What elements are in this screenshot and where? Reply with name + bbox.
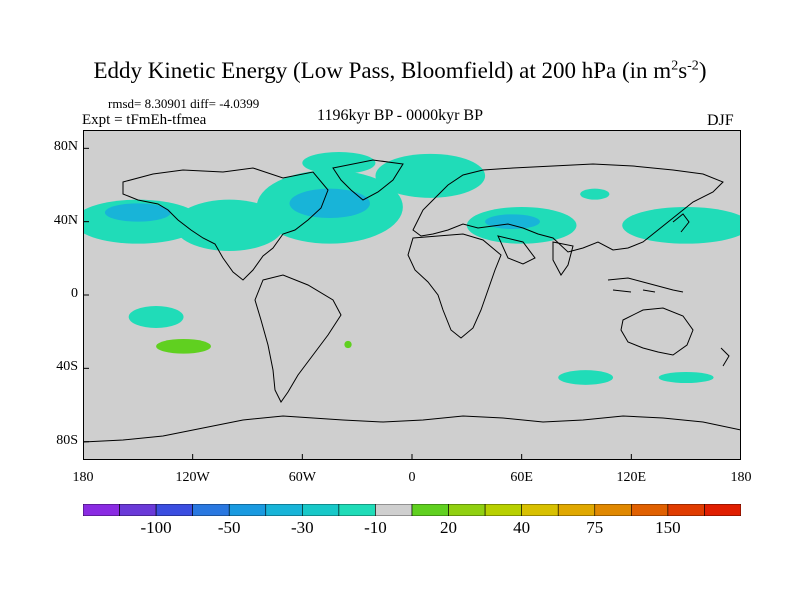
colorbar-swatch-5 xyxy=(265,504,303,516)
map-canvas xyxy=(83,130,741,460)
anomaly-region-14 xyxy=(156,339,211,354)
anomaly-region-6 xyxy=(302,152,376,174)
lon-label: 180 xyxy=(730,470,752,485)
colorbar-swatch-8 xyxy=(375,504,413,516)
anomaly-region-11 xyxy=(104,203,171,222)
coastline-india xyxy=(552,241,574,276)
experiment-label: Expt = tFmEh-tfmea xyxy=(82,112,207,128)
time-period-label: 1196kyr BP - 0000kyr BP xyxy=(317,107,483,124)
coastline-japan xyxy=(672,213,690,233)
coastline-africa xyxy=(407,233,502,339)
lon-label: 0 xyxy=(408,470,416,485)
anomaly-region-12 xyxy=(289,188,370,218)
anomaly-region-15 xyxy=(344,340,352,349)
lon-label: 120E xyxy=(616,470,647,485)
colorbar-swatch-12 xyxy=(521,504,559,516)
coastlines xyxy=(83,159,741,443)
coastline-south-america xyxy=(254,274,342,403)
lon-label: 120W xyxy=(175,470,210,485)
anomaly-region-1 xyxy=(174,199,285,251)
colorbar-label: 40 xyxy=(513,518,531,537)
anomaly-region-10 xyxy=(580,188,610,200)
coastline-antarctica xyxy=(83,415,741,443)
colorbar-swatch-0 xyxy=(83,504,120,516)
colorbar-label: -50 xyxy=(217,518,241,537)
colorbar-label: 20 xyxy=(440,518,458,537)
colorbar-swatch-11 xyxy=(484,504,522,516)
colorbar-label: -10 xyxy=(364,518,387,537)
coastline-eurasia xyxy=(412,163,724,253)
colorbar-swatch-17 xyxy=(704,504,741,516)
lat-label: 0 xyxy=(71,286,78,301)
lat-label: 40N xyxy=(53,212,78,228)
coastline-arabia xyxy=(497,235,536,265)
anomaly-region-7 xyxy=(128,306,184,328)
colorbar-swatch-9 xyxy=(411,504,449,516)
coastline-north-america xyxy=(122,167,329,281)
anomaly-regions xyxy=(83,152,741,385)
map-title: Eddy Kinetic Energy (Low Pass, Bloomfiel… xyxy=(93,58,707,83)
anomaly-region-3 xyxy=(375,153,486,198)
stats-line: rmsd= 8.30901 diff= -4.0399 xyxy=(108,96,260,111)
colorbar-swatch-7 xyxy=(338,504,376,516)
colorbar-swatch-6 xyxy=(302,504,340,516)
colorbar-swatch-1 xyxy=(119,504,157,516)
colorbar-swatch-2 xyxy=(155,504,193,516)
coastline-greenland xyxy=(332,159,404,201)
colorbar-swatch-4 xyxy=(228,504,267,516)
coastline-new-zealand xyxy=(720,347,730,367)
anomaly-region-8 xyxy=(558,370,614,385)
lat-label: 80N xyxy=(53,139,78,155)
lon-label: 180 xyxy=(72,470,94,485)
season-label: DJF xyxy=(707,112,734,129)
coastline-australia xyxy=(620,307,694,356)
anomaly-region-13 xyxy=(485,214,540,229)
colorbar-label: -100 xyxy=(140,518,172,537)
colorbar-label: 75 xyxy=(586,518,604,537)
axis-ticks xyxy=(83,147,741,460)
lat-label: 80S xyxy=(56,432,78,448)
colorbar-swatch-3 xyxy=(192,504,230,516)
colorbar-label: -30 xyxy=(290,518,314,537)
colorbar xyxy=(83,504,741,516)
anomaly-region-9 xyxy=(658,372,714,383)
lon-label: 60W xyxy=(288,470,316,485)
lat-label: 40S xyxy=(56,359,78,375)
coastline-sea-islands xyxy=(607,277,684,293)
colorbar-swatch-16 xyxy=(667,504,705,516)
colorbar-swatch-15 xyxy=(631,504,669,516)
colorbar-label: 150 xyxy=(655,518,681,537)
map-panel xyxy=(83,130,741,460)
colorbar-swatch-10 xyxy=(448,504,486,516)
colorbar-swatch-14 xyxy=(594,504,632,516)
lon-label: 60E xyxy=(510,470,533,485)
colorbar-swatch-13 xyxy=(557,504,596,516)
